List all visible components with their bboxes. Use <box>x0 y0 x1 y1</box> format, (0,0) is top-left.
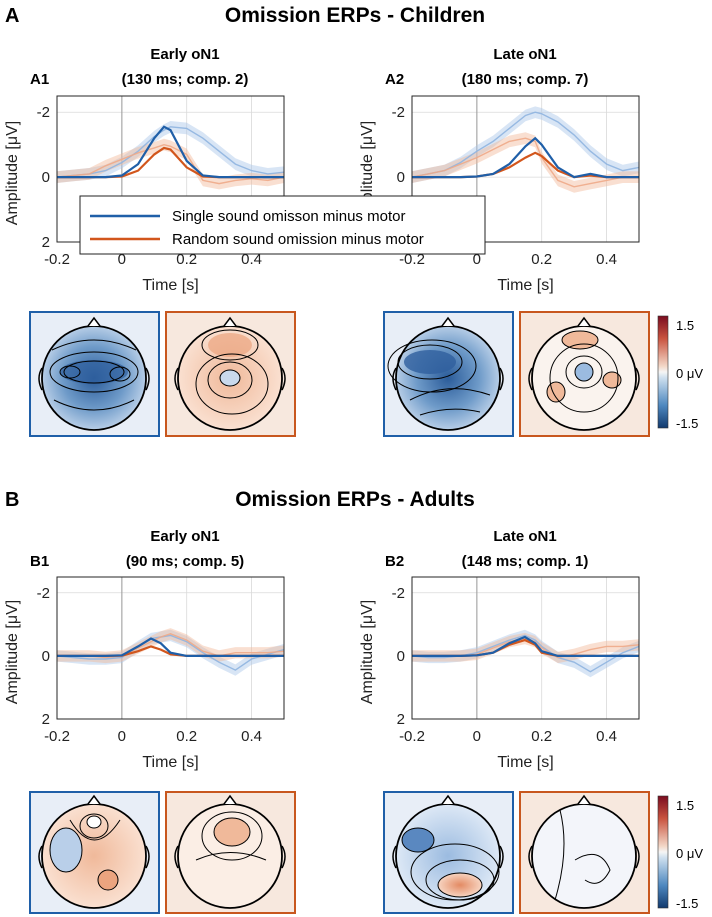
topomap-b1-random <box>165 791 296 914</box>
x-tick-label: -0.2 <box>399 251 425 268</box>
single-raw-band <box>57 629 284 676</box>
legend-label-random: Random sound omission minus motor <box>172 231 424 248</box>
colorbar-b-bottom: -1.5 <box>676 896 698 911</box>
x-tick-label: 0.2 <box>531 728 552 745</box>
panel-b2-label: B2 <box>385 553 404 570</box>
x-tick-label: 0.2 <box>176 728 197 745</box>
x-axis-label: Time [s] <box>497 754 553 771</box>
panel-a1-title-line1: Early oN1 <box>150 46 219 63</box>
single-component-line <box>57 125 284 179</box>
panel-b1-label: B1 <box>30 553 49 570</box>
y-tick-label: 2 <box>42 711 50 728</box>
y-tick-label: 0 <box>42 648 50 665</box>
panel-a2-title-line2: (180 ms; comp. 7) <box>462 71 589 88</box>
x-tick-label: 0.4 <box>596 251 617 268</box>
colorbar-b: 1.5 0 μV -1.5 <box>657 795 703 911</box>
colorbar-a: 1.5 0 μV -1.5 <box>657 315 703 431</box>
colorbar-a-mid: 0 μV <box>676 366 703 381</box>
x-tick-label: -0.2 <box>44 251 70 268</box>
single-component-line <box>412 635 639 657</box>
y-tick-label: 0 <box>397 169 405 186</box>
topomap-a1-single <box>29 311 160 437</box>
x-tick-label: -0.2 <box>44 728 70 745</box>
panel-a2-label: A2 <box>385 71 404 88</box>
section-title-a: Omission ERPs - Children <box>225 4 485 27</box>
x-axis-label: Time [s] <box>142 754 198 771</box>
x-tick-label: 0 <box>473 251 481 268</box>
erp-chart-a1: -0.2 0 0.2 0.4 -2 0 2 Time [s] Amplitude [μV] <box>4 95 285 294</box>
topomap-a2-single <box>383 311 514 437</box>
y-tick-label: 2 <box>42 234 50 251</box>
plot-frame <box>411 576 640 720</box>
y-tick-label: -2 <box>392 104 405 121</box>
topomap-b1-single <box>29 791 160 914</box>
single-component-line <box>412 136 639 179</box>
plot-area <box>56 576 285 720</box>
single-raw-band <box>57 121 284 183</box>
legend-box <box>79 195 486 255</box>
panel-b1-title-line1: Early oN1 <box>150 528 219 545</box>
legend-label-single: Single sound omisson minus motor <box>172 208 405 225</box>
x-tick-label: 0.4 <box>596 728 617 745</box>
x-tick-label: 0.4 <box>241 251 262 268</box>
topomap-b2-single <box>383 791 514 914</box>
single-raw-band <box>412 106 639 183</box>
x-tick-label: 0.2 <box>176 251 197 268</box>
x-tick-label: 0 <box>473 728 481 745</box>
random-raw-line <box>56 143 285 185</box>
colorbar-a-bottom: -1.5 <box>676 416 698 431</box>
topomap-a2-random <box>519 311 650 437</box>
single-raw-line <box>411 111 640 178</box>
panel-b2-title-line2: (148 ms; comp. 1) <box>462 553 589 570</box>
panel-b2-title-line1: Late oN1 <box>493 528 556 545</box>
plot-frame <box>56 576 285 720</box>
x-tick-label: 0.4 <box>241 728 262 745</box>
erp-chart-b2: -0.2 0 0.2 0.4 -2 0 2 Time [s] Amplitude [μV] <box>359 576 640 771</box>
chart-legend: Single sound omisson minus motor Random … <box>79 195 486 255</box>
y-axis-label: Amplitude [μV] <box>4 121 21 225</box>
colorbar-a-top: 1.5 <box>676 318 694 333</box>
section-title-b: Omission ERPs - Adults <box>235 488 475 511</box>
panel-a1-label: A1 <box>30 71 49 88</box>
single-component-line <box>57 637 284 657</box>
y-tick-label: 2 <box>397 711 405 728</box>
x-tick-label: -0.2 <box>399 728 425 745</box>
random-raw-band <box>412 132 639 193</box>
topomap-a1-random <box>165 311 296 437</box>
colorbar-b-top: 1.5 <box>676 798 694 813</box>
topomap-b2-random <box>519 791 650 914</box>
y-tick-label: -2 <box>37 104 50 121</box>
random-raw-line <box>411 137 639 188</box>
single-raw-line <box>56 634 285 671</box>
panel-b1-title-line2: (90 ms; comp. 5) <box>126 553 244 570</box>
x-axis-label: Time [s] <box>142 277 198 294</box>
y-tick-label: 0 <box>42 169 50 186</box>
y-tick-label: -2 <box>392 585 405 602</box>
section-letter-b: B <box>5 489 19 511</box>
section-letter-a: A <box>5 5 19 27</box>
colorbar-b-mid: 0 μV <box>676 846 703 861</box>
y-axis-label: Amplitude [μV] <box>359 600 376 704</box>
erp-chart-b1: -0.2 0 0.2 0.4 -2 0 2 Time [s] Amplitude [μV] <box>4 576 285 771</box>
y-tick-label: -2 <box>37 585 50 602</box>
x-tick-label: 0 <box>118 728 126 745</box>
x-tick-label: 0.2 <box>531 251 552 268</box>
panel-a2-title-line1: Late oN1 <box>493 46 556 63</box>
single-raw-band <box>412 629 639 678</box>
y-axis-label: Amplitude [μV] <box>4 600 21 704</box>
x-axis-label: Time [s] <box>497 277 553 294</box>
x-tick-label: 0 <box>118 251 126 268</box>
plot-frame <box>411 95 640 243</box>
panel-a1-title-line2: (130 ms; comp. 2) <box>122 71 249 88</box>
y-tick-label: 0 <box>397 648 405 665</box>
